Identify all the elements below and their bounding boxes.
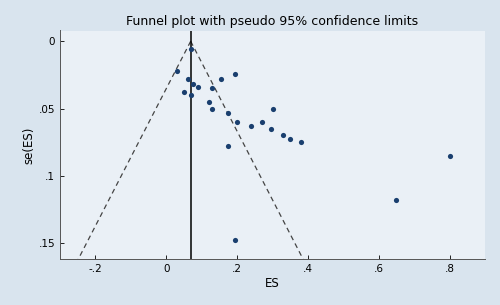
Point	[392, 198, 400, 203]
Point	[446, 153, 454, 158]
Point	[180, 90, 188, 95]
Point	[184, 77, 192, 81]
Point	[187, 93, 195, 98]
X-axis label: ES: ES	[265, 277, 280, 290]
Y-axis label: se(ES): se(ES)	[22, 126, 36, 163]
Title: Funnel plot with pseudo 95% confidence limits: Funnel plot with pseudo 95% confidence l…	[126, 15, 418, 28]
Point	[173, 68, 181, 73]
Point	[224, 110, 232, 115]
Point	[286, 137, 294, 142]
Point	[258, 120, 266, 124]
Point	[232, 71, 239, 76]
Point	[217, 77, 225, 81]
Point	[233, 120, 241, 124]
Point	[297, 140, 305, 145]
Point	[268, 106, 276, 111]
Point	[224, 144, 232, 149]
Point	[248, 124, 256, 128]
Point	[232, 238, 239, 243]
Point	[208, 86, 216, 91]
Point	[279, 133, 287, 138]
Point	[187, 47, 195, 52]
Point	[205, 99, 213, 104]
Point	[194, 84, 202, 89]
Point	[189, 82, 197, 87]
Point	[208, 106, 216, 111]
Point	[266, 126, 274, 131]
